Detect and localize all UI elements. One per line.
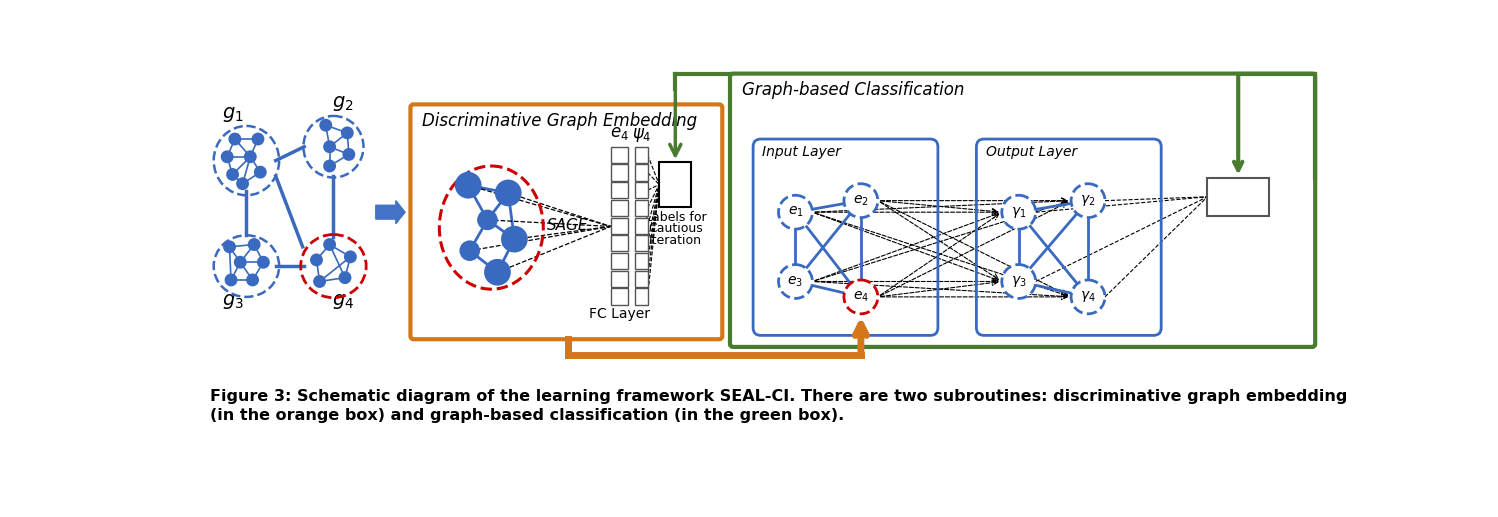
Text: SAGE: SAGE xyxy=(547,218,589,233)
Text: $\gamma_2$: $\gamma_2$ xyxy=(1080,193,1095,208)
Text: $e_2$: $e_2$ xyxy=(852,193,869,208)
Text: $e_4$: $e_4$ xyxy=(610,125,629,143)
Text: $g_4$: $g_4$ xyxy=(331,292,354,311)
Bar xyxy=(635,253,647,269)
Text: $\gamma_1$: $\gamma_1$ xyxy=(1011,205,1026,220)
Circle shape xyxy=(455,173,481,197)
Circle shape xyxy=(324,161,336,171)
Bar xyxy=(611,288,628,305)
Text: $\gamma_4$: $\gamma_4$ xyxy=(1080,290,1097,305)
Text: Cautious: Cautious xyxy=(649,222,703,235)
Circle shape xyxy=(1071,184,1106,218)
Circle shape xyxy=(779,265,812,298)
Circle shape xyxy=(324,141,336,152)
Text: Graph-based Classification: Graph-based Classification xyxy=(742,81,963,99)
Circle shape xyxy=(228,169,238,180)
Circle shape xyxy=(255,167,265,177)
Text: FC Layer: FC Layer xyxy=(589,307,650,321)
Bar xyxy=(635,288,647,305)
Text: $e_3$: $e_3$ xyxy=(788,275,803,288)
Text: $g_3$: $g_3$ xyxy=(222,292,244,311)
Circle shape xyxy=(485,260,509,284)
Circle shape xyxy=(222,151,232,162)
Bar xyxy=(611,164,628,180)
Circle shape xyxy=(247,275,258,285)
Circle shape xyxy=(343,149,354,160)
Text: $h(\Gamma)$: $h(\Gamma)$ xyxy=(1221,187,1255,207)
Bar xyxy=(635,164,647,180)
Circle shape xyxy=(843,184,878,218)
Bar xyxy=(635,182,647,199)
Circle shape xyxy=(324,239,336,250)
Bar xyxy=(611,253,628,269)
Circle shape xyxy=(312,254,322,265)
Text: $e_4$: $e_4$ xyxy=(852,290,869,304)
Bar xyxy=(611,147,628,163)
Circle shape xyxy=(843,280,878,314)
Bar xyxy=(611,182,628,199)
Circle shape xyxy=(235,257,246,268)
Circle shape xyxy=(496,180,521,205)
Text: Iteration: Iteration xyxy=(649,234,703,247)
Circle shape xyxy=(1002,195,1035,229)
Bar xyxy=(611,271,628,287)
Bar xyxy=(635,147,647,163)
Circle shape xyxy=(345,251,357,262)
Circle shape xyxy=(342,128,352,138)
Bar xyxy=(635,218,647,234)
Circle shape xyxy=(237,178,249,189)
Circle shape xyxy=(226,275,237,285)
Circle shape xyxy=(502,227,527,251)
Text: $\gamma_3$: $\gamma_3$ xyxy=(1011,274,1026,289)
Text: Output Layer: Output Layer xyxy=(986,145,1077,159)
Bar xyxy=(635,271,647,287)
Text: Labels for: Labels for xyxy=(644,210,706,224)
Bar xyxy=(635,235,647,251)
Circle shape xyxy=(225,241,235,252)
Circle shape xyxy=(460,241,479,260)
FancyBboxPatch shape xyxy=(1207,177,1269,216)
Bar xyxy=(635,200,647,216)
Circle shape xyxy=(229,134,240,144)
FancyArrow shape xyxy=(376,201,404,224)
Text: Input Layer: Input Layer xyxy=(762,145,842,159)
Circle shape xyxy=(321,120,331,131)
Text: Discriminative Graph Embedding: Discriminative Graph Embedding xyxy=(422,112,697,130)
Text: Figure 3: Schematic diagram of the learning framework SEAL-CI. There are two sub: Figure 3: Schematic diagram of the learn… xyxy=(210,389,1348,404)
Bar xyxy=(611,235,628,251)
Circle shape xyxy=(1002,265,1035,298)
Circle shape xyxy=(253,134,264,144)
Text: $e_1$: $e_1$ xyxy=(788,205,803,219)
Circle shape xyxy=(249,239,259,250)
FancyBboxPatch shape xyxy=(659,162,692,207)
Text: $g_2$: $g_2$ xyxy=(333,94,354,113)
Bar xyxy=(611,200,628,216)
Text: $g_1$: $g_1$ xyxy=(222,105,244,124)
Text: $\psi_4$: $\psi_4$ xyxy=(632,126,652,144)
Circle shape xyxy=(779,195,812,229)
Circle shape xyxy=(340,272,351,283)
Bar xyxy=(611,218,628,234)
Circle shape xyxy=(478,210,497,229)
Text: (in the orange box) and graph-based classification (in the green box).: (in the orange box) and graph-based clas… xyxy=(210,408,845,423)
Circle shape xyxy=(258,257,268,268)
Circle shape xyxy=(244,151,256,162)
Circle shape xyxy=(315,276,325,287)
Circle shape xyxy=(1071,280,1106,314)
Text: $\hat{y}$: $\hat{y}$ xyxy=(668,168,683,193)
